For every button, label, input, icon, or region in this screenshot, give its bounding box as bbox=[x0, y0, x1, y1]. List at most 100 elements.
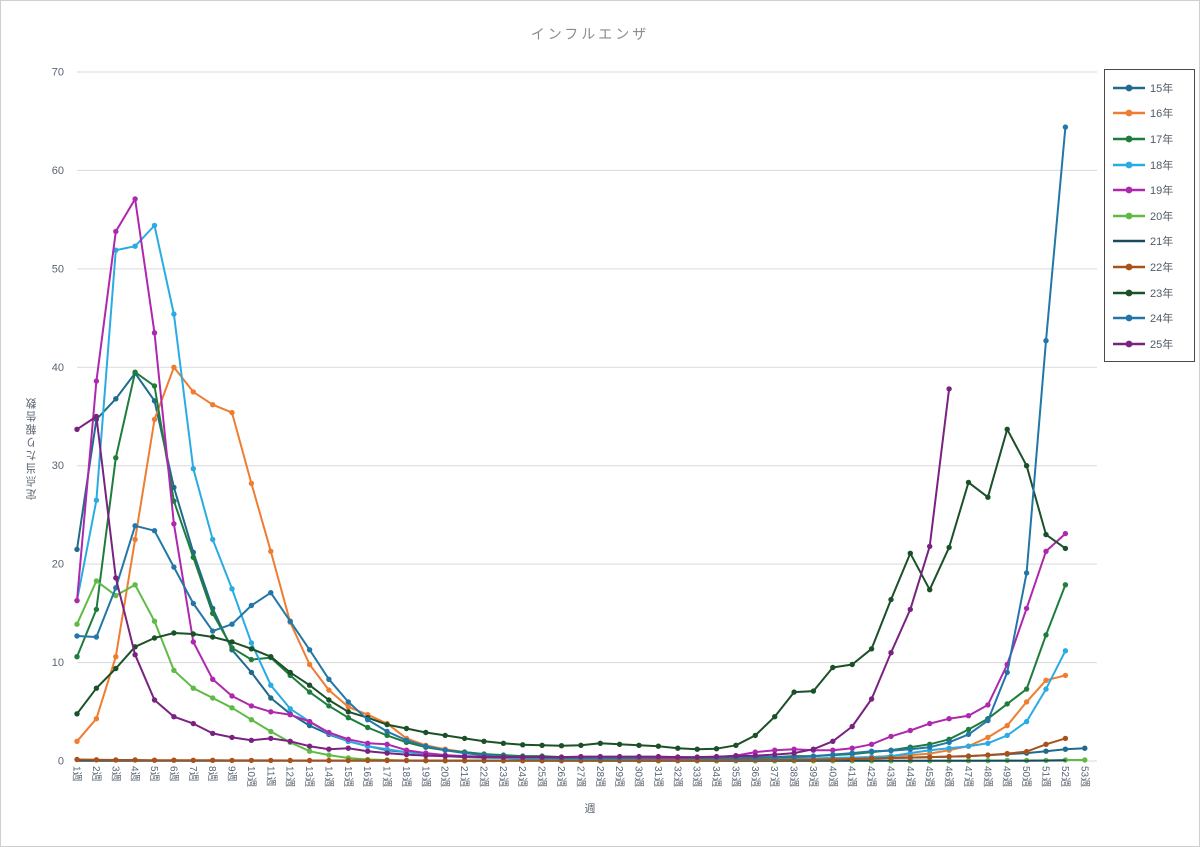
data-point bbox=[1004, 750, 1010, 757]
y-axis-labels: 0 10 20 30 40 50 60 70 bbox=[52, 67, 64, 768]
legend-item-label: 24年 bbox=[1150, 313, 1174, 326]
legend-item-label: 21年 bbox=[1150, 236, 1174, 249]
data-point bbox=[151, 383, 158, 389]
data-point bbox=[210, 757, 216, 763]
data-point bbox=[965, 753, 972, 759]
series-line-24年 bbox=[76, 126, 1067, 759]
x-axis-title: 週 bbox=[584, 803, 596, 815]
data-point bbox=[927, 754, 933, 760]
data-point bbox=[888, 596, 894, 603]
data-point bbox=[907, 606, 913, 613]
data-point bbox=[616, 741, 623, 747]
data-point bbox=[74, 546, 80, 553]
data-point bbox=[694, 746, 700, 752]
x-tick-label: 32週 bbox=[671, 766, 683, 787]
data-point bbox=[151, 528, 158, 534]
x-tick-label: 46週 bbox=[943, 766, 955, 787]
data-point bbox=[461, 753, 468, 760]
data-point bbox=[481, 738, 487, 744]
data-point bbox=[306, 748, 313, 754]
x-tick-label: 3週 bbox=[109, 766, 121, 782]
series-line-19年 bbox=[76, 198, 1067, 759]
x-tick-label: 33週 bbox=[691, 766, 703, 787]
data-point bbox=[985, 717, 991, 724]
data-point bbox=[74, 654, 80, 660]
data-point bbox=[190, 554, 196, 560]
data-point bbox=[1043, 686, 1049, 692]
x-tick-label: 41週 bbox=[846, 766, 858, 787]
data-point bbox=[93, 497, 100, 503]
data-point bbox=[74, 738, 80, 744]
data-point bbox=[132, 369, 138, 375]
x-tick-label: 17週 bbox=[381, 766, 393, 787]
data-point bbox=[520, 742, 526, 748]
legend-item-label: 19年 bbox=[1150, 185, 1174, 198]
data-point bbox=[442, 753, 448, 759]
x-tick-label: 7週 bbox=[187, 766, 199, 782]
x-tick-label: 47週 bbox=[962, 766, 974, 787]
x-tick-label: 30週 bbox=[633, 766, 645, 787]
series-markers-24年 bbox=[74, 124, 1069, 761]
data-point bbox=[772, 751, 778, 758]
legend-line-marker-icon bbox=[1113, 186, 1145, 194]
data-point bbox=[326, 729, 332, 736]
data-point bbox=[481, 754, 487, 760]
legend-item-label: 15年 bbox=[1150, 82, 1174, 95]
data-point bbox=[248, 480, 255, 487]
data-point bbox=[326, 687, 332, 693]
data-point bbox=[93, 413, 100, 420]
data-point bbox=[1043, 632, 1049, 638]
x-tick-label: 15週 bbox=[342, 766, 354, 787]
data-point bbox=[268, 695, 274, 701]
data-point bbox=[888, 650, 894, 656]
data-point bbox=[326, 757, 332, 764]
data-point bbox=[229, 757, 235, 764]
x-tick-label: 39週 bbox=[807, 766, 819, 787]
data-point bbox=[93, 685, 100, 691]
data-point bbox=[190, 639, 196, 645]
series-markers-25年 bbox=[74, 386, 952, 760]
data-point bbox=[229, 705, 235, 711]
data-point bbox=[248, 656, 255, 663]
data-point bbox=[965, 743, 972, 749]
data-point bbox=[1023, 570, 1030, 576]
data-point bbox=[830, 747, 836, 753]
data-point bbox=[190, 466, 196, 472]
data-point bbox=[1043, 748, 1049, 754]
data-point bbox=[791, 689, 797, 695]
data-point bbox=[597, 753, 603, 760]
data-point bbox=[423, 752, 429, 759]
x-tick-label: 53週 bbox=[1078, 766, 1090, 787]
data-point bbox=[713, 753, 720, 760]
y-tick-label: 50 bbox=[52, 263, 64, 275]
data-point bbox=[849, 750, 855, 756]
x-tick-label: 35週 bbox=[729, 766, 741, 787]
data-point bbox=[927, 720, 933, 727]
legend: 15年 16年 17年 18年 19年 20年 21年 22年 23年 24年 25年 bbox=[1104, 69, 1195, 362]
x-tick-label: 31週 bbox=[652, 766, 664, 787]
data-point bbox=[248, 669, 255, 676]
series-18年 bbox=[74, 222, 1069, 763]
data-point bbox=[384, 741, 390, 747]
data-point bbox=[907, 727, 913, 734]
data-point bbox=[326, 697, 332, 703]
x-tick-label: 18週 bbox=[400, 766, 412, 787]
legend-line-marker-icon bbox=[1113, 212, 1145, 220]
x-tick-label: 25週 bbox=[536, 766, 548, 787]
data-point bbox=[287, 738, 293, 744]
data-point bbox=[752, 752, 758, 759]
x-tick-label: 11週 bbox=[264, 766, 276, 786]
data-point bbox=[1062, 582, 1069, 588]
data-point bbox=[655, 743, 662, 749]
x-tick-label: 19週 bbox=[419, 766, 431, 787]
data-point bbox=[74, 756, 80, 763]
data-point bbox=[1062, 124, 1069, 130]
data-point bbox=[578, 742, 584, 748]
data-point bbox=[927, 587, 933, 593]
x-tick-label: 4週 bbox=[129, 766, 141, 782]
legend-line-marker-icon bbox=[1113, 135, 1145, 143]
data-point bbox=[113, 228, 119, 235]
data-point bbox=[927, 543, 933, 550]
data-point bbox=[868, 755, 875, 762]
data-point bbox=[210, 676, 216, 682]
